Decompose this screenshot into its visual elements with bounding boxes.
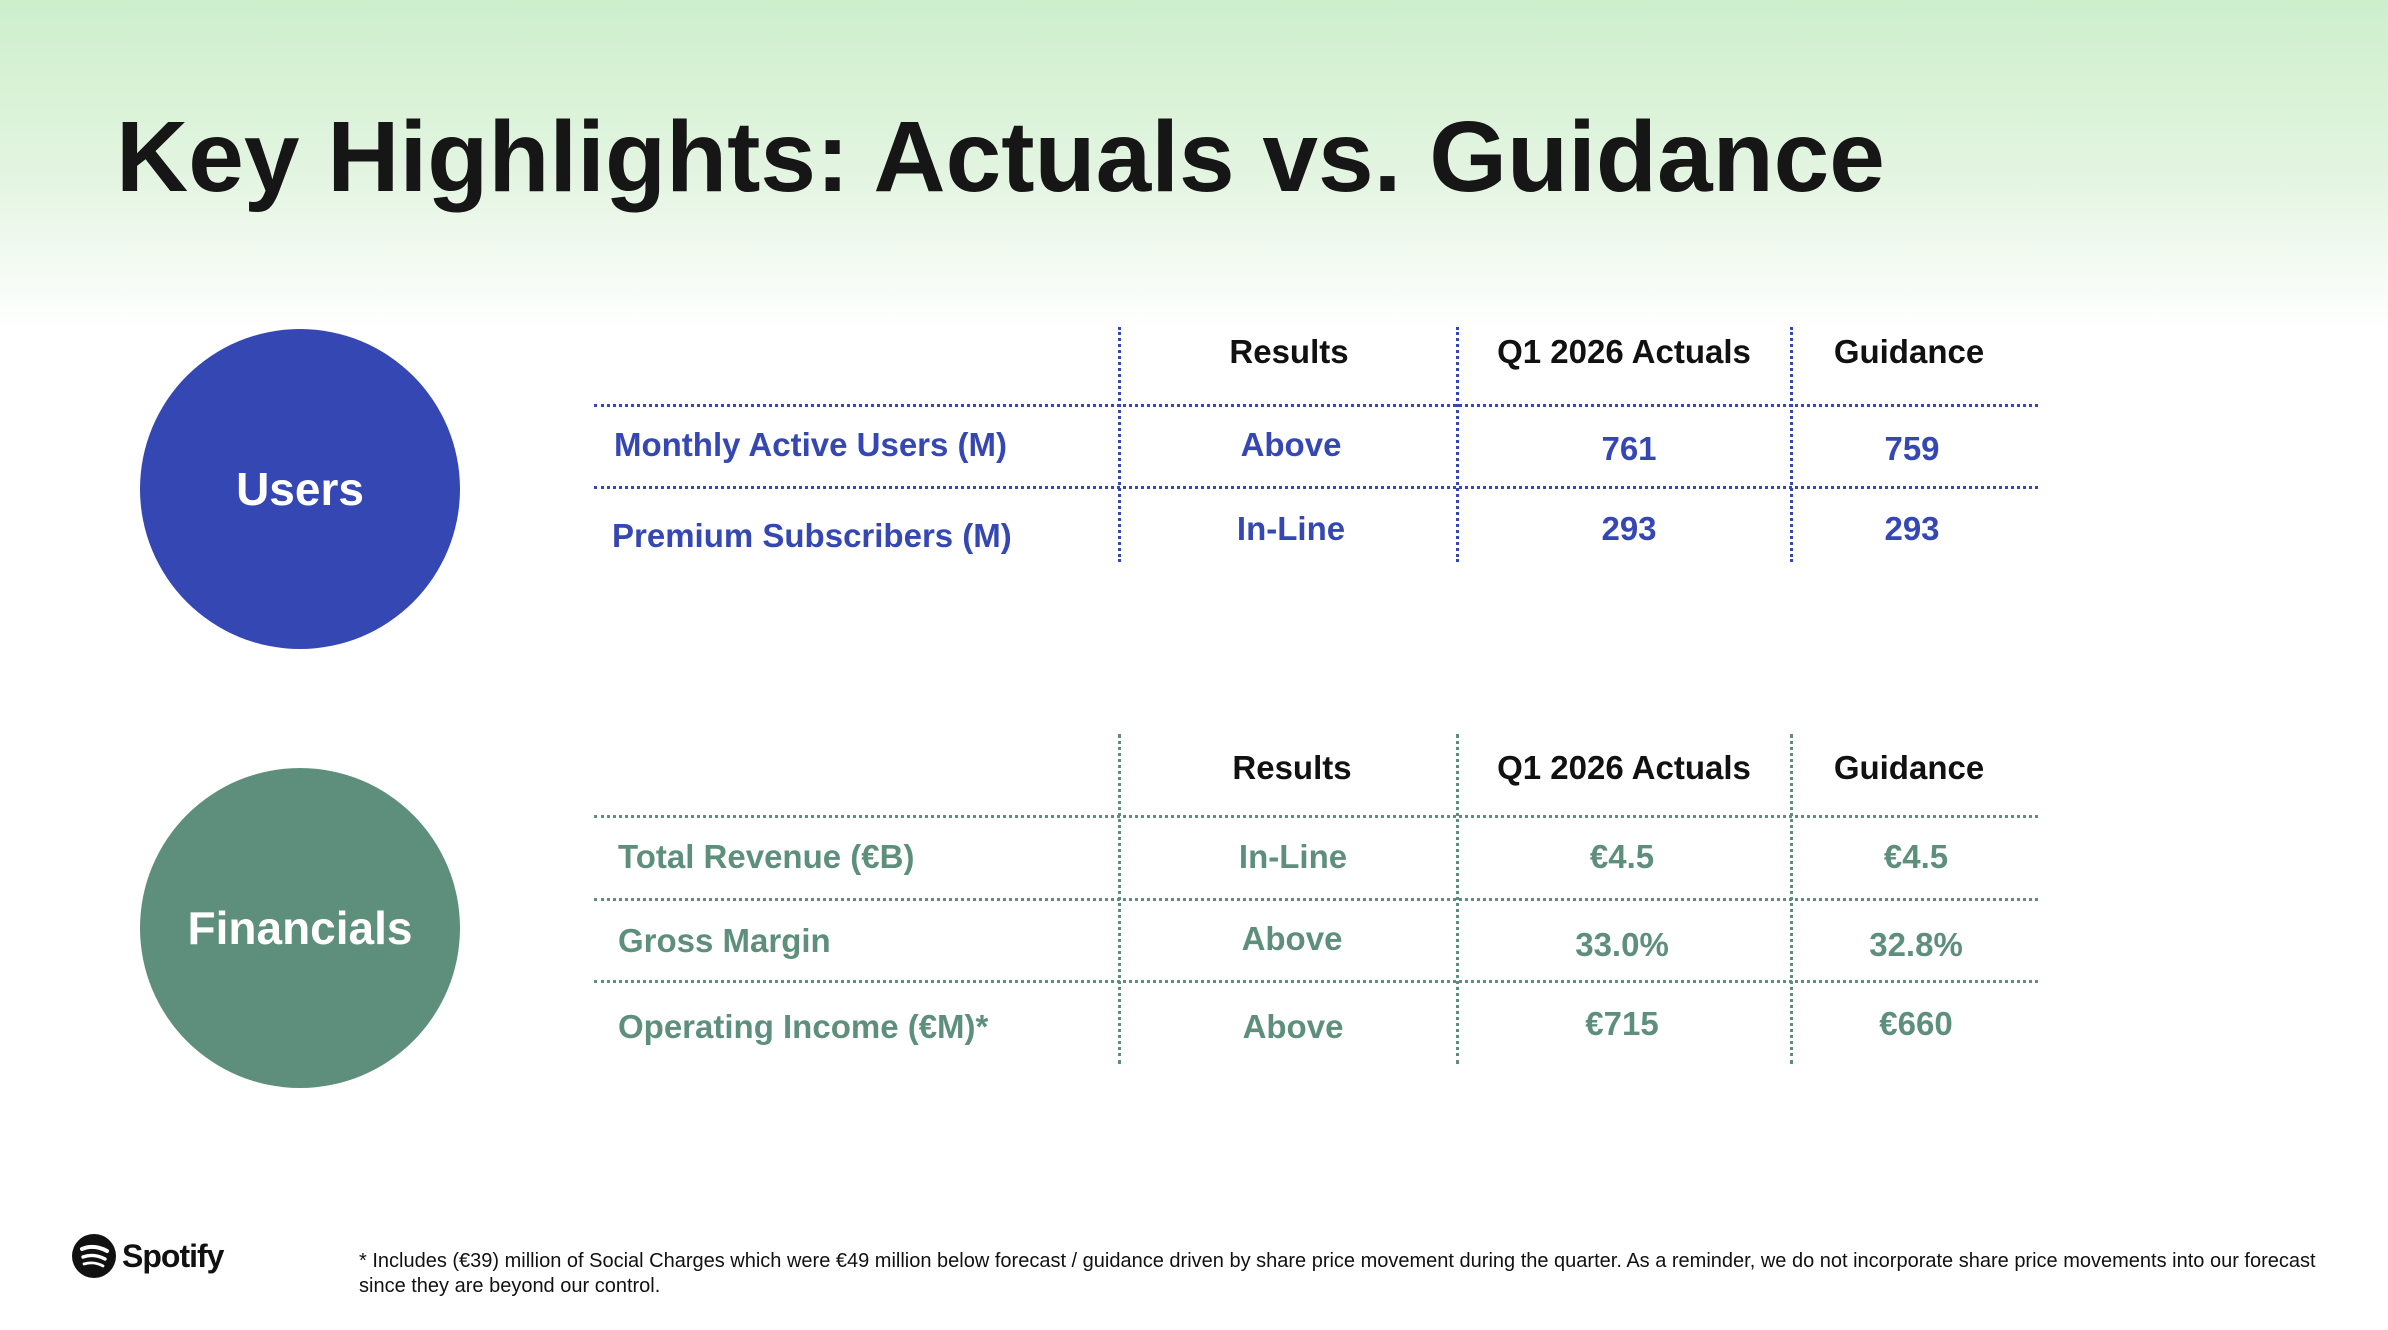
divider xyxy=(594,980,2038,983)
guidance-value: €4.5 xyxy=(1883,838,1949,875)
metric-label: Total Revenue (€B) xyxy=(618,838,915,875)
header-guidance: Guidance xyxy=(1833,749,1985,786)
spotify-wordmark: Spotify xyxy=(122,1237,224,1274)
divider xyxy=(594,898,2038,901)
users-label: Users xyxy=(236,463,364,515)
divider xyxy=(1118,327,1121,562)
guidance-value: 32.8% xyxy=(1869,926,1963,963)
header-actuals: Q1 2026 Actuals xyxy=(1497,333,1751,370)
result-value: In-Line xyxy=(1238,838,1348,875)
metric-label: Monthly Active Users (M) xyxy=(614,426,1008,463)
spotify-logo: Spotify xyxy=(72,1234,224,1278)
header-actuals: Q1 2026 Actuals xyxy=(1497,749,1751,786)
divider xyxy=(594,815,2038,818)
actual-value: 761 xyxy=(1601,430,1657,467)
result-value: Above xyxy=(1240,426,1342,463)
actual-value: 293 xyxy=(1601,510,1657,547)
financials-label: Financials xyxy=(187,902,413,954)
divider xyxy=(594,404,2038,407)
actual-value: 33.0% xyxy=(1575,926,1669,963)
actual-value: €715 xyxy=(1585,1005,1659,1042)
guidance-value: €660 xyxy=(1879,1005,1953,1042)
financials-table: Results Q1 2026 Actuals Guidance Total R… xyxy=(594,734,2038,1064)
header-results: Results xyxy=(1229,333,1349,370)
financials-circle: Financials xyxy=(140,768,460,1088)
metric-label: Operating Income (€M)* xyxy=(618,1008,989,1045)
metric-label: Gross Margin xyxy=(618,922,831,959)
result-value: Above xyxy=(1242,1008,1344,1045)
result-value: Above xyxy=(1241,920,1343,957)
divider xyxy=(1456,327,1459,562)
header-results: Results xyxy=(1232,749,1352,786)
divider xyxy=(1790,327,1793,562)
result-value: In-Line xyxy=(1236,510,1346,547)
actual-value: €4.5 xyxy=(1589,838,1655,875)
footnote: * Includes (€39) million of Social Charg… xyxy=(359,1250,2316,1297)
metric-label: Premium Subscribers (M) xyxy=(612,517,1012,554)
spotify-icon xyxy=(72,1234,116,1278)
guidance-value: 293 xyxy=(1884,510,1940,547)
guidance-value: 759 xyxy=(1884,430,1940,467)
header-guidance: Guidance xyxy=(1833,333,1985,370)
page-title: Key Highlights: Actuals vs. Guidance xyxy=(116,101,1885,213)
users-table: Results Q1 2026 Actuals Guidance Monthly… xyxy=(594,327,2038,562)
divider xyxy=(594,486,2038,489)
users-circle: Users xyxy=(140,329,460,649)
